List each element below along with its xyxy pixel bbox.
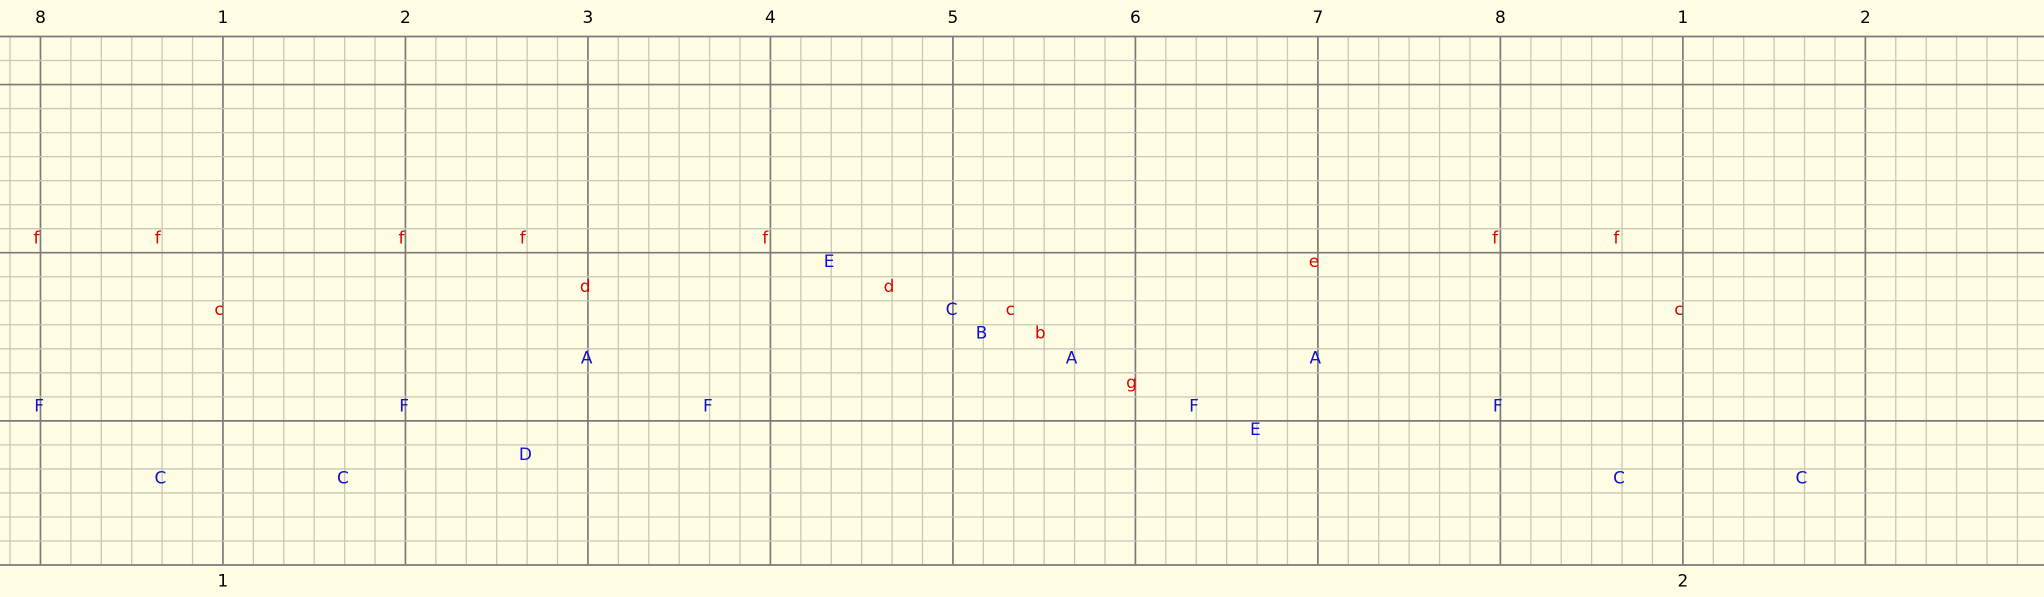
note: g	[1126, 372, 1137, 392]
note: f	[1613, 228, 1620, 248]
note: f	[762, 228, 769, 248]
note: f	[399, 228, 406, 248]
note: f	[520, 228, 527, 248]
beat-label: 2	[400, 7, 411, 27]
note: C	[154, 467, 166, 487]
note: f	[155, 228, 162, 248]
note: E	[824, 251, 835, 271]
note: C	[946, 299, 958, 319]
note: c	[1006, 299, 1015, 319]
beat-label: 5	[948, 7, 959, 27]
note: F	[34, 396, 44, 416]
note: F	[399, 396, 409, 416]
measure-label: 2	[1677, 570, 1688, 590]
note: A	[581, 347, 593, 367]
beat-label: 2	[1860, 7, 1871, 27]
note: F	[1493, 396, 1503, 416]
note: E	[1250, 419, 1261, 439]
beat-label: 1	[218, 7, 229, 27]
note: f	[1492, 228, 1499, 248]
note: C	[1613, 467, 1625, 487]
beat-label: 3	[583, 7, 594, 27]
note: b	[1035, 323, 1046, 343]
beat-label: 1	[1677, 7, 1688, 27]
note: D	[519, 444, 532, 464]
note: e	[1309, 251, 1319, 271]
note: c	[214, 299, 223, 319]
beat-label: 7	[1313, 7, 1324, 27]
beat-label: 4	[765, 7, 776, 27]
note: A	[1309, 347, 1321, 367]
beat-label: 8	[35, 7, 46, 27]
note: F	[703, 396, 713, 416]
note: A	[1066, 347, 1078, 367]
note: d	[884, 276, 895, 296]
measure-label: 1	[218, 570, 229, 590]
note: f	[34, 228, 41, 248]
beat-label: 8	[1495, 7, 1506, 27]
note: B	[976, 323, 988, 343]
note: C	[337, 467, 349, 487]
note: d	[580, 276, 591, 296]
beat-label: 6	[1130, 7, 1141, 27]
note: c	[1674, 299, 1683, 319]
note: F	[1189, 396, 1199, 416]
note: C	[1796, 467, 1808, 487]
